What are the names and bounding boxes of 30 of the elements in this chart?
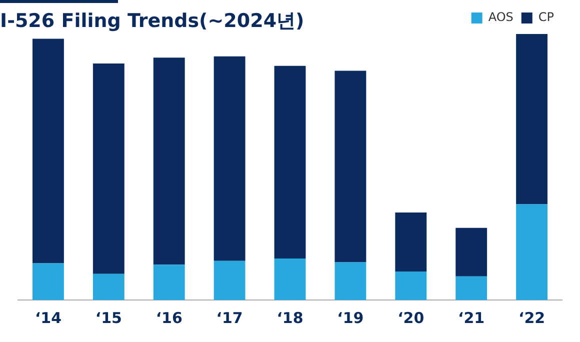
- bar: [92, 64, 124, 274]
- x-tick-label: ‘18: [276, 308, 304, 327]
- x-tick-label: ‘16: [156, 308, 182, 327]
- bar: [274, 258, 306, 300]
- chart-title: I-526 Filing Trends(~2024년): [0, 9, 304, 34]
- bar: [274, 66, 306, 259]
- x-tick-label: ‘15: [95, 308, 122, 327]
- x-tick-label: ‘22: [518, 308, 546, 327]
- x-tick-label: ‘14: [34, 308, 62, 327]
- bar: [334, 262, 366, 300]
- legend-label: CP: [538, 10, 554, 24]
- bar: [214, 260, 246, 300]
- bar: [456, 276, 488, 300]
- bar: [395, 212, 427, 272]
- bar: [395, 272, 427, 300]
- bar: [516, 204, 548, 300]
- bar: [32, 263, 64, 300]
- bar: [153, 264, 185, 300]
- x-tick-label: ‘21: [458, 308, 485, 327]
- x-tick-label: ‘20: [398, 308, 424, 327]
- bar: [516, 34, 548, 204]
- bar: [32, 38, 64, 264]
- x-tick-label: ‘17: [216, 308, 243, 327]
- bar: [153, 58, 185, 265]
- bar: [456, 228, 488, 276]
- bar: [214, 56, 246, 261]
- bar: [334, 70, 366, 262]
- legend-label: AOS: [488, 10, 514, 24]
- x-tick-label: ‘19: [337, 308, 364, 327]
- bar: [92, 274, 124, 300]
